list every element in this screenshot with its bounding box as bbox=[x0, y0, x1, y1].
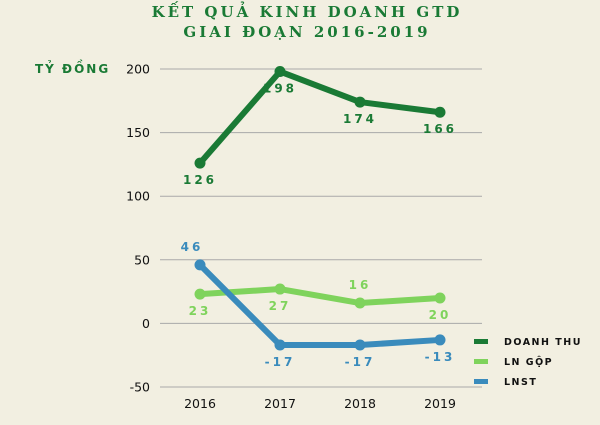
series-lines: 126 198 174 166 23 27 16 20 46 -17 -17 -13 bbox=[181, 66, 457, 369]
legend-swatch bbox=[474, 379, 488, 384]
data-label: 16 bbox=[349, 278, 372, 292]
series-line bbox=[197, 286, 443, 307]
data-point bbox=[434, 334, 446, 346]
data-label: 166 bbox=[423, 122, 457, 136]
data-label: 20 bbox=[429, 308, 452, 322]
gridlines bbox=[160, 68, 482, 388]
y-tick-label: 150 bbox=[126, 125, 150, 140]
legend: DOANH THU LN GỘP LNST bbox=[474, 337, 582, 388]
data-label: 198 bbox=[263, 82, 297, 96]
data-label: -17 bbox=[265, 355, 296, 369]
x-tick-label: 2017 bbox=[264, 396, 296, 411]
x-tick-label: 2019 bbox=[424, 396, 456, 411]
legend-label: LN GỘP bbox=[504, 357, 553, 368]
data-point bbox=[354, 339, 366, 351]
legend-label: DOANH THU bbox=[504, 337, 582, 348]
legend-item: DOANH THU bbox=[474, 337, 582, 348]
legend-label: LNST bbox=[504, 377, 537, 388]
y-tick-label: -50 bbox=[130, 380, 150, 395]
legend-swatch bbox=[474, 339, 488, 344]
data-point bbox=[354, 297, 366, 309]
x-axis-ticks: 2016 2017 2018 2019 bbox=[184, 396, 456, 411]
x-tick-label: 2016 bbox=[184, 396, 216, 411]
data-point bbox=[194, 157, 206, 169]
data-point bbox=[194, 288, 206, 300]
series-line bbox=[197, 261, 443, 349]
data-label: -17 bbox=[345, 355, 376, 369]
data-label: 174 bbox=[343, 112, 377, 126]
data-point bbox=[274, 66, 286, 78]
legend-item: LN GỘP bbox=[474, 357, 553, 368]
series-line bbox=[197, 68, 443, 167]
data-point bbox=[434, 106, 446, 118]
data-point bbox=[274, 283, 286, 295]
data-point bbox=[194, 259, 206, 271]
data-label: 27 bbox=[269, 299, 292, 313]
chart-title-line1: KẾT QUẢ KINH DOANH GTD bbox=[152, 1, 463, 21]
y-tick-label: 200 bbox=[126, 62, 150, 77]
y-tick-label: 0 bbox=[142, 316, 150, 331]
data-point bbox=[434, 292, 446, 304]
data-label: 126 bbox=[183, 173, 217, 187]
data-point bbox=[354, 96, 366, 108]
y-tick-label: 50 bbox=[134, 252, 150, 267]
data-label: 23 bbox=[189, 304, 212, 318]
series-2: 23 27 16 20 bbox=[189, 278, 452, 322]
series-1: 126 198 174 166 bbox=[183, 66, 457, 187]
legend-item: LNST bbox=[474, 377, 537, 388]
x-tick-label: 2018 bbox=[344, 396, 376, 411]
y-axis-label: TỶ ĐỒNG bbox=[35, 59, 110, 76]
legend-swatch bbox=[474, 359, 488, 364]
data-label: 46 bbox=[181, 240, 204, 254]
data-label: -13 bbox=[425, 350, 456, 364]
y-tick-label: 100 bbox=[126, 189, 150, 204]
y-axis-ticks: -50 0 50 100 150 200 bbox=[126, 62, 150, 395]
data-point bbox=[274, 339, 286, 351]
chart-title-line2: GIAI ĐOẠN 2016-2019 bbox=[183, 23, 430, 41]
series-3: 46 -17 -17 -13 bbox=[181, 240, 456, 369]
